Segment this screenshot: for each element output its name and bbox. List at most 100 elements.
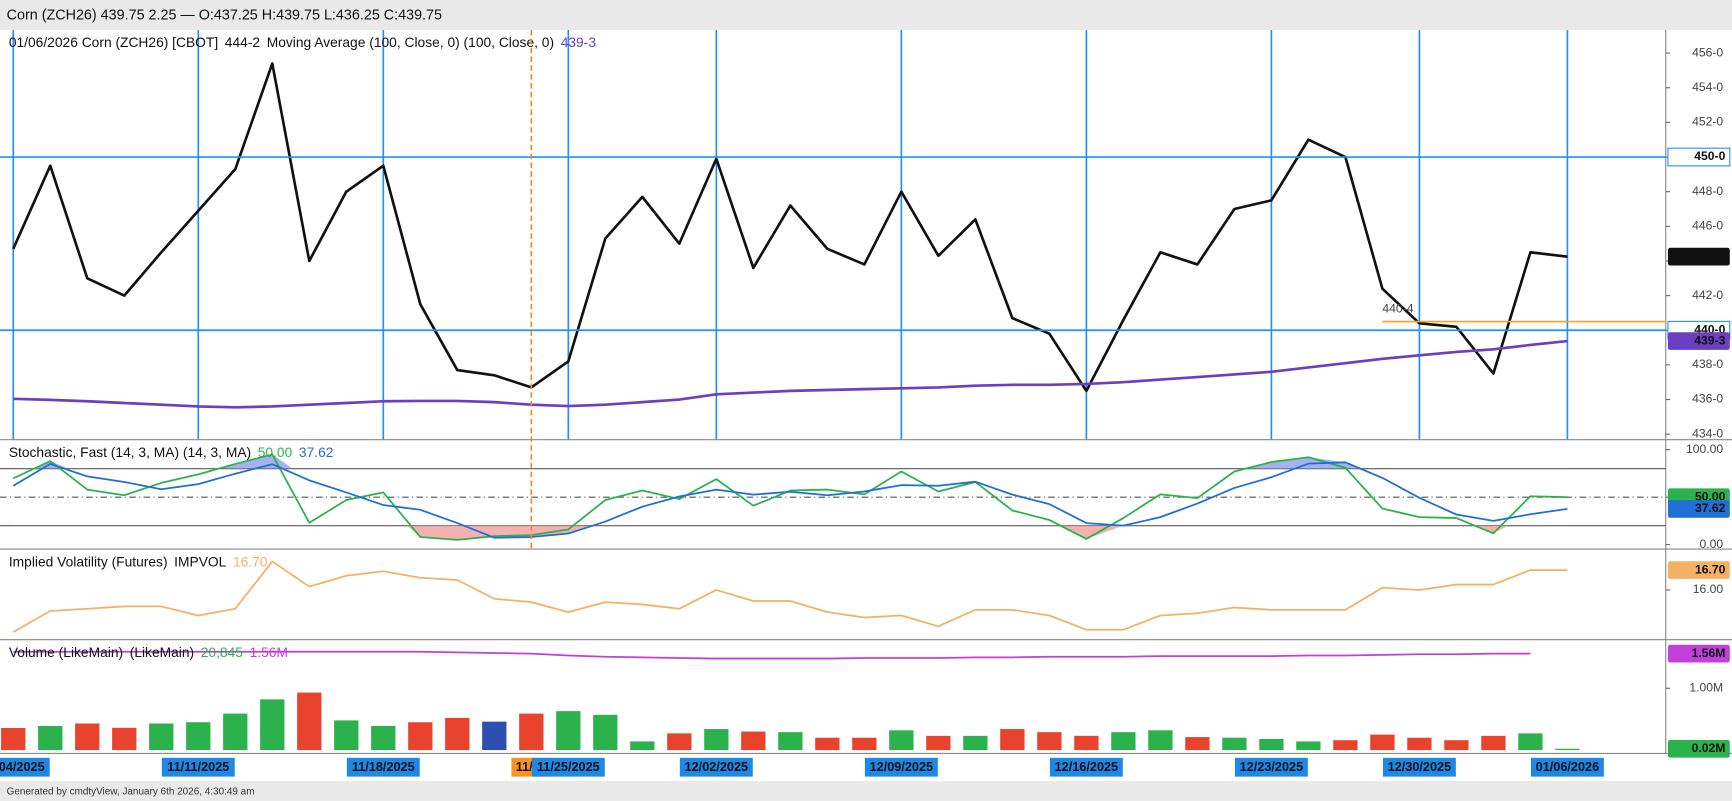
volume-bar	[741, 731, 766, 751]
date-box	[1530, 757, 1604, 777]
legend: 01/06/2026 Corn (ZCH26) [CBOT] 444-2 Movin…	[9, 35, 596, 50]
volume-bar	[519, 713, 544, 751]
value-box	[1667, 561, 1730, 579]
volume-bar	[445, 717, 470, 751]
y-tick-label: 448-0	[1692, 184, 1723, 198]
value-box-label: 50.00	[1695, 489, 1726, 503]
volume-bar	[778, 732, 803, 751]
date-box	[1234, 757, 1308, 777]
y-tick-label: 436-0	[1692, 392, 1723, 406]
value-box-label: 16.70	[1695, 562, 1726, 576]
volume-bar	[889, 730, 914, 751]
volume-bar	[260, 699, 285, 751]
volume-bar	[149, 723, 174, 751]
legend-item: Stochastic, Fast (14, 3, MA) (14, 3, MA)	[9, 445, 251, 460]
y-tick-label: 0.00	[1700, 537, 1724, 551]
value-box-label: 439-3	[1694, 333, 1725, 347]
volume-bar	[1444, 740, 1469, 751]
series-line	[12, 461, 1568, 539]
volume-bar	[815, 737, 840, 751]
value-box-label: 1.56M	[1692, 646, 1726, 660]
legend-item: 01/06/2026 Corn (ZCH26) [CBOT]	[9, 35, 218, 50]
panel	[1, 650, 1580, 751]
date-box	[0, 757, 50, 777]
legend-item: 444-2	[225, 35, 260, 50]
volume-bar	[593, 714, 618, 751]
volume-bar	[1259, 738, 1284, 751]
y-tick-label: 100.00	[1686, 442, 1723, 456]
x-tick-label: 11/25/2025	[537, 760, 600, 774]
volume-bar	[1481, 735, 1506, 751]
legend-item: Moving Average (100, Close, 0) (100, Clo…	[267, 35, 554, 50]
legend-item: Implied Volatility (Futures)	[9, 554, 168, 569]
volume-bar	[852, 737, 877, 751]
value-box-label: 0.02M	[1692, 741, 1726, 755]
series-line	[12, 62, 1568, 393]
volume-bar	[1555, 748, 1580, 751]
footer-bar	[0, 781, 1732, 801]
volume-bar	[371, 725, 396, 751]
footer-text: Generated by cmdtyView, January 6th 2026…	[7, 787, 255, 798]
volume-bar	[667, 733, 692, 751]
legend-item: 50.00	[258, 445, 293, 460]
legend: Implied Volatility (Futures) IMPVOL 16.70	[9, 554, 268, 569]
value-box	[1667, 739, 1730, 758]
panel	[12, 29, 1569, 440]
x-tick-label: 11/11/2025	[167, 760, 229, 774]
x-tick-label: 12/09/2025	[870, 760, 934, 774]
volume-bar	[704, 729, 729, 751]
x-tick-label: 12/16/2025	[1055, 760, 1119, 774]
legend-item: 37.62	[299, 445, 334, 460]
legend: Volume (LikeMain) (LikeMain) 20,845 1.56M	[9, 645, 288, 660]
volume-bar	[1222, 737, 1247, 751]
series-line	[12, 560, 1568, 633]
y-tick-label: 434-0	[1692, 426, 1723, 440]
x-tick-label: 01/06/2026	[1536, 760, 1600, 774]
legend-item: IMPVOL	[174, 554, 226, 569]
y-tick-label: 454-0	[1692, 80, 1723, 94]
value-box-label: 444-2	[1694, 249, 1725, 263]
volume-bar	[1370, 734, 1395, 751]
header-bar	[0, 0, 1732, 30]
h-line-label: 440-4	[1382, 302, 1413, 316]
legend-item: 1.56M	[250, 645, 288, 660]
value-box	[1667, 500, 1730, 518]
header-text: Corn (ZCH26) 439.75 2.25 — O:437.25 H:43…	[7, 7, 442, 23]
date-box	[864, 757, 938, 777]
legend-item: 439-3	[561, 35, 597, 50]
legend-item: 20,845	[201, 645, 244, 660]
y-tick-label: 16.00	[1693, 582, 1724, 596]
volume-bar	[1407, 737, 1432, 751]
h-line-box	[1667, 147, 1731, 167]
date-box	[161, 757, 235, 777]
y-tick-label: 452-0	[1692, 115, 1723, 129]
volume-bar	[1074, 735, 1099, 751]
y-tick-label: 438-0	[1692, 357, 1723, 371]
volume-bar	[1148, 730, 1173, 751]
date-box	[1049, 757, 1123, 777]
legend-item: (LikeMain)	[130, 645, 194, 660]
volume-bar	[1, 728, 26, 751]
legend-item: Volume (LikeMain)	[9, 645, 123, 660]
volume-bar	[1296, 741, 1321, 751]
date-box	[346, 757, 420, 777]
volume-bar	[1111, 732, 1136, 751]
volume-bar	[963, 735, 988, 751]
y-tick-label: 442-0	[1692, 288, 1723, 302]
x-tick-label: 11/04/2025	[0, 760, 45, 774]
volume-bar	[186, 722, 211, 751]
volume-bar	[408, 722, 433, 751]
legend: Stochastic, Fast (14, 3, MA) (14, 3, MA)…	[9, 445, 334, 460]
x-tick-label: 12/23/2025	[1240, 760, 1304, 774]
series-line	[13, 650, 1531, 660]
volume-bar	[1518, 733, 1543, 751]
x-tick-label: 12/02/2025	[685, 760, 749, 774]
date-box	[679, 757, 753, 777]
volume-bar	[1333, 740, 1358, 751]
y-tick-label: 456-0	[1692, 45, 1723, 59]
y-tick-label: 1.00M	[1689, 680, 1723, 694]
volume-bar	[482, 721, 507, 751]
